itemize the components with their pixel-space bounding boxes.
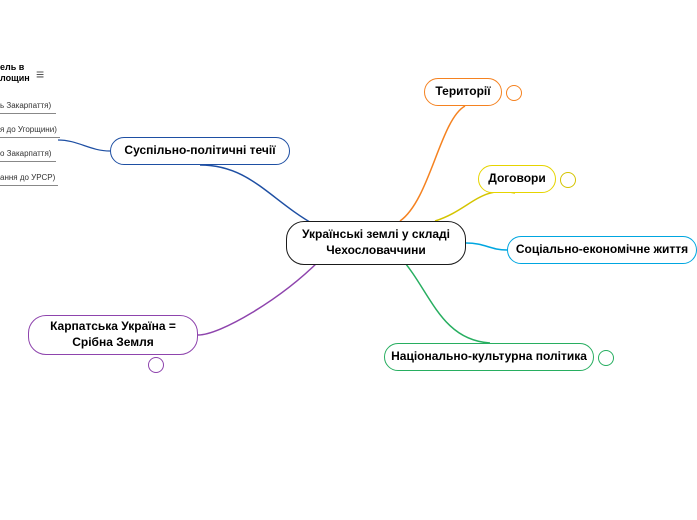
edge-treaties xyxy=(435,191,515,221)
sidebar-item[interactable]: ання до УРСР) xyxy=(0,170,58,186)
branch-socio[interactable]: Соціально-економічне життя xyxy=(507,236,697,264)
sidebar-header: ель в лощин xyxy=(0,62,30,84)
edge-socio xyxy=(466,243,507,250)
branch-karpatska[interactable]: Карпатська Україна = Срібна Земля xyxy=(28,315,198,355)
sidebar-item[interactable]: я до Угорщини) xyxy=(0,122,60,138)
central-node[interactable]: Українські землі у складі Чехословаччини xyxy=(286,221,466,265)
badge-culture[interactable] xyxy=(598,350,614,366)
branch-territories[interactable]: Території xyxy=(424,78,502,106)
badge-territories[interactable] xyxy=(506,85,522,101)
sidebar-connector xyxy=(58,140,110,151)
hamburger-icon[interactable]: ≡ xyxy=(36,66,44,82)
edge-culture xyxy=(400,257,490,343)
edge-territories xyxy=(400,106,465,221)
edge-karpatska xyxy=(198,260,320,335)
sidebar-item[interactable]: ь Закарпаття) xyxy=(0,98,56,114)
branch-treaties[interactable]: Договори xyxy=(478,165,556,193)
badge-karpatska[interactable] xyxy=(148,357,164,373)
branch-movements[interactable]: Суспільно-політичні течії xyxy=(110,137,290,165)
sidebar-item[interactable]: о Закарпаття) xyxy=(0,146,56,162)
branch-culture[interactable]: Національно-культурна політика xyxy=(384,343,594,371)
badge-treaties[interactable] xyxy=(560,172,576,188)
edge-movements xyxy=(200,165,315,225)
